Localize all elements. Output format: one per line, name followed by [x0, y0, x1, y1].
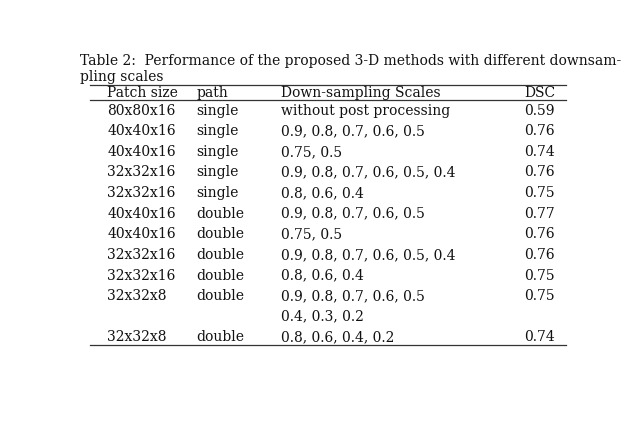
Text: 0.76: 0.76: [524, 165, 554, 179]
Text: 0.9, 0.8, 0.7, 0.6, 0.5: 0.9, 0.8, 0.7, 0.6, 0.5: [281, 124, 425, 138]
Text: 40x40x16: 40x40x16: [108, 206, 176, 221]
Text: single: single: [196, 165, 239, 179]
Text: 0.8, 0.6, 0.4, 0.2: 0.8, 0.6, 0.4, 0.2: [281, 330, 394, 344]
Text: 0.9, 0.8, 0.7, 0.6, 0.5: 0.9, 0.8, 0.7, 0.6, 0.5: [281, 206, 425, 221]
Text: 0.9, 0.8, 0.7, 0.6, 0.5: 0.9, 0.8, 0.7, 0.6, 0.5: [281, 289, 425, 303]
Text: 0.76: 0.76: [524, 124, 554, 138]
Text: Table 2:  Performance of the proposed 3-D methods with different downsam-: Table 2: Performance of the proposed 3-D…: [80, 54, 621, 67]
Text: without post processing: without post processing: [281, 103, 450, 118]
Text: 0.8, 0.6, 0.4: 0.8, 0.6, 0.4: [281, 186, 364, 200]
Text: 0.9, 0.8, 0.7, 0.6, 0.5, 0.4: 0.9, 0.8, 0.7, 0.6, 0.5, 0.4: [281, 165, 456, 179]
Text: 0.75: 0.75: [524, 186, 554, 200]
Text: 32x32x16: 32x32x16: [108, 268, 175, 282]
Text: 32x32x8: 32x32x8: [108, 330, 167, 344]
Text: 80x80x16: 80x80x16: [108, 103, 175, 118]
Text: 0.76: 0.76: [524, 227, 554, 241]
Text: 0.4, 0.3, 0.2: 0.4, 0.3, 0.2: [281, 310, 364, 324]
Text: DSC: DSC: [524, 86, 555, 100]
Text: 40x40x16: 40x40x16: [108, 124, 176, 138]
Text: double: double: [196, 206, 244, 221]
Text: double: double: [196, 227, 244, 241]
Text: 0.74: 0.74: [524, 330, 555, 344]
Text: double: double: [196, 330, 244, 344]
Text: Down-sampling Scales: Down-sampling Scales: [281, 86, 440, 100]
Text: 0.77: 0.77: [524, 206, 555, 221]
Text: pling scales: pling scales: [80, 70, 163, 84]
Text: single: single: [196, 124, 239, 138]
Text: 0.76: 0.76: [524, 248, 554, 262]
Text: 0.8, 0.6, 0.4: 0.8, 0.6, 0.4: [281, 268, 364, 282]
Text: double: double: [196, 248, 244, 262]
Text: double: double: [196, 289, 244, 303]
Text: single: single: [196, 103, 239, 118]
Text: 0.75, 0.5: 0.75, 0.5: [281, 227, 342, 241]
Text: 0.59: 0.59: [524, 103, 554, 118]
Text: 0.74: 0.74: [524, 145, 555, 159]
Text: 0.9, 0.8, 0.7, 0.6, 0.5, 0.4: 0.9, 0.8, 0.7, 0.6, 0.5, 0.4: [281, 248, 456, 262]
Text: 0.75, 0.5: 0.75, 0.5: [281, 145, 342, 159]
Text: 32x32x16: 32x32x16: [108, 165, 175, 179]
Text: 0.75: 0.75: [524, 268, 554, 282]
Text: 32x32x8: 32x32x8: [108, 289, 167, 303]
Text: 40x40x16: 40x40x16: [108, 227, 176, 241]
Text: 32x32x16: 32x32x16: [108, 186, 175, 200]
Text: Patch size: Patch size: [108, 86, 178, 100]
Text: 40x40x16: 40x40x16: [108, 145, 176, 159]
Text: single: single: [196, 186, 239, 200]
Text: double: double: [196, 268, 244, 282]
Text: single: single: [196, 145, 239, 159]
Text: 32x32x16: 32x32x16: [108, 248, 175, 262]
Text: 0.75: 0.75: [524, 289, 554, 303]
Text: path: path: [196, 86, 228, 100]
